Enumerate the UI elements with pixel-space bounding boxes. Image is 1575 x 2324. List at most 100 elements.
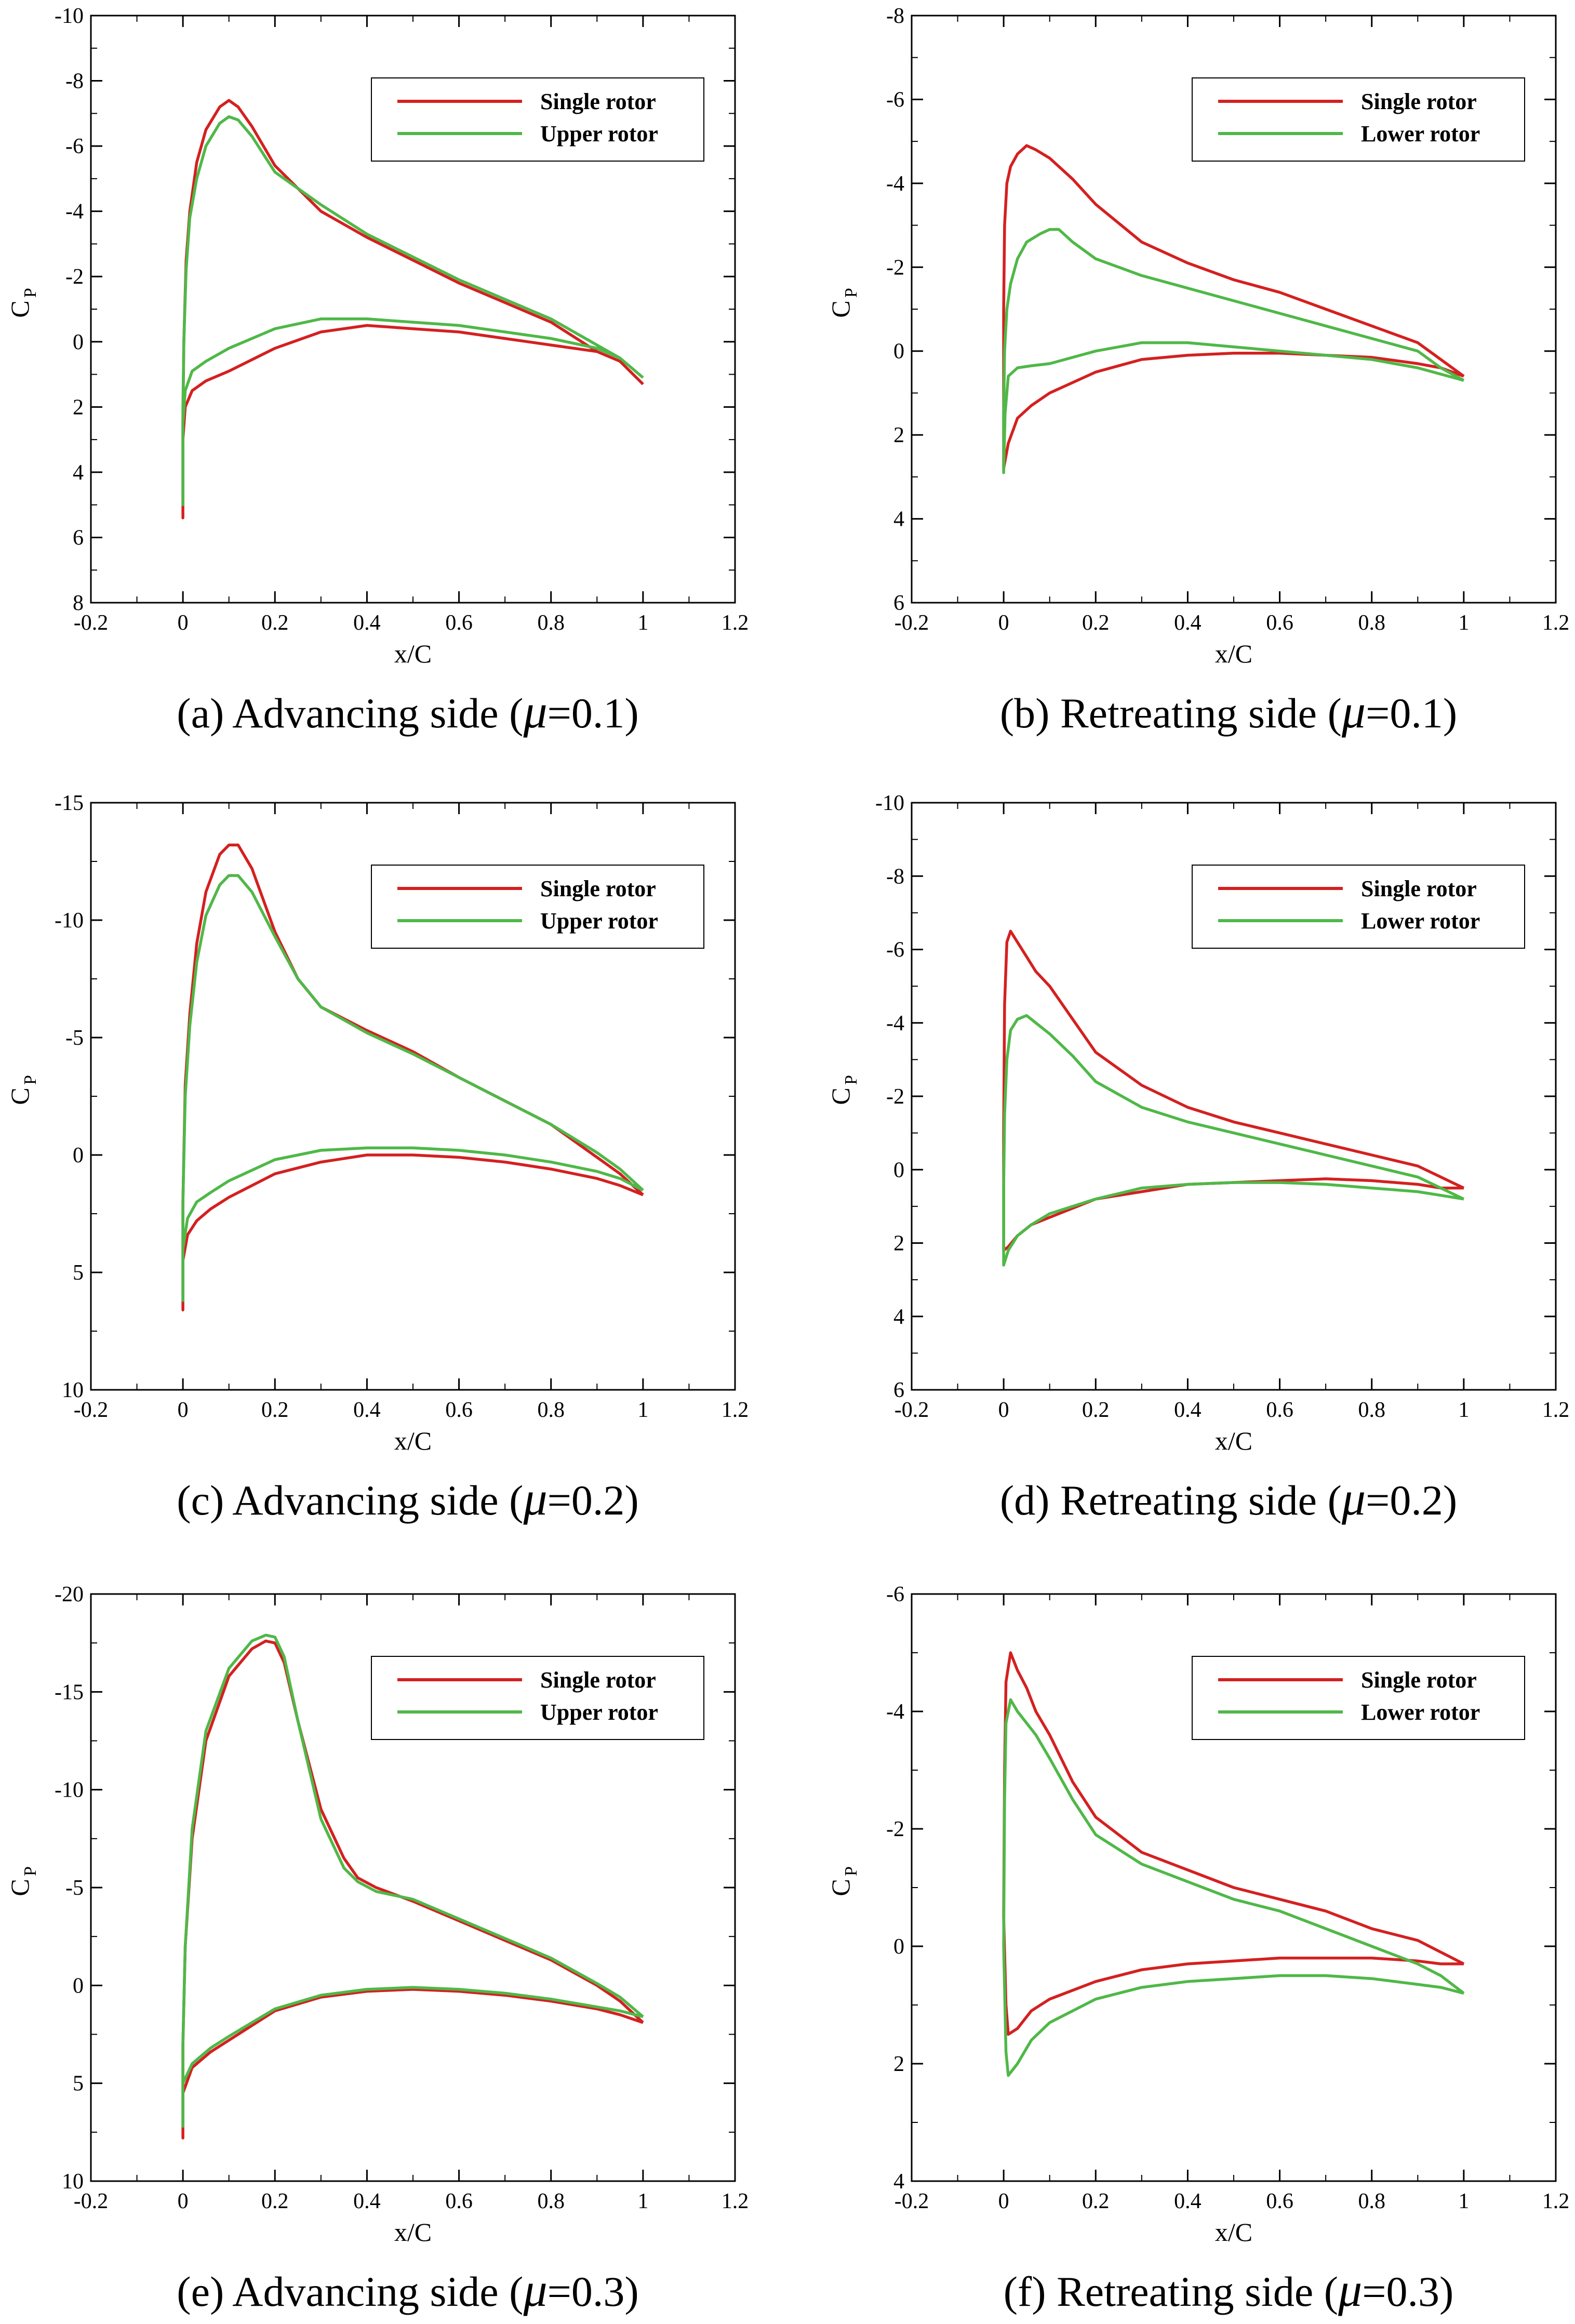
y-axis-label-subscript: P <box>842 1075 861 1085</box>
y-tick-label: -4 <box>886 1700 904 1724</box>
x-tick-label: 1 <box>1458 611 1469 635</box>
x-tick-label: 0.8 <box>1358 611 1385 635</box>
y-tick-label: -6 <box>886 88 904 112</box>
caption-mu-symbol: μ <box>1338 2263 1362 2316</box>
y-tick-label: -8 <box>886 4 904 28</box>
x-tick-label: 1 <box>1458 2189 1469 2213</box>
series-line-upper-rotor <box>181 874 644 1302</box>
legend-entry: Lower rotor <box>1361 908 1480 934</box>
panel-caption: (a) Advancing side (μ=0.1) <box>177 685 638 738</box>
x-tick-label: 0.8 <box>537 2189 565 2213</box>
caption-suffix: =0.2) <box>1366 1477 1457 1524</box>
x-tick-label: 0.2 <box>1082 1398 1110 1422</box>
x-tick-label: 1 <box>1458 1398 1469 1422</box>
x-axis-label: x/C <box>394 2217 432 2247</box>
series-line-lower-rotor <box>1002 228 1465 474</box>
y-tick-label: 0 <box>893 1158 904 1182</box>
x-tick-label: 1.2 <box>722 2189 749 2213</box>
y-tick-label: -10 <box>55 1778 84 1802</box>
legend: Single rotor Lower rotor <box>1192 77 1525 162</box>
y-axis-label-subscript: P <box>21 1075 40 1085</box>
series-line-single-rotor <box>181 99 644 520</box>
y-axis-label-subscript: P <box>842 288 861 298</box>
legend-box <box>371 1656 704 1740</box>
x-axis-label: x/C <box>394 639 432 668</box>
x-tick-label: 0.4 <box>1174 2189 1202 2213</box>
legend: Single rotor Upper rotor <box>371 77 704 162</box>
y-tick-label: -4 <box>886 172 904 196</box>
y-tick-label: -6 <box>886 938 904 962</box>
y-tick-label: 10 <box>62 1378 84 1402</box>
y-tick-label: 5 <box>73 2072 84 2096</box>
caption-suffix: =0.1) <box>548 689 639 737</box>
x-tick-label: 1.2 <box>722 611 749 635</box>
series-line-single-rotor <box>1002 929 1465 1252</box>
y-axis-label-subscript: P <box>21 1866 40 1876</box>
chart-panel-f: -0.2 0 0.2 0.4 0.6 0.8 1 1.2 4 2 0 -2 -4 -6 x/C CP Singl… <box>826 1583 1569 2316</box>
y-tick-label: -5 <box>65 1876 84 1900</box>
y-tick-label: -10 <box>55 909 84 933</box>
y-axis-label-subscript: P <box>21 288 40 298</box>
caption-mu-symbol: μ <box>523 2263 547 2316</box>
caption-mu-symbol: μ <box>523 1472 547 1525</box>
y-tick-label: 8 <box>73 591 84 615</box>
y-tick-label: 2 <box>73 395 84 419</box>
y-tick-label: -15 <box>55 1680 84 1704</box>
x-tick-label: 1.2 <box>722 1398 749 1422</box>
x-tick-label: -0.2 <box>74 1398 109 1422</box>
chart-panel-a: -0.2 0 0.2 0.4 0.6 0.8 1 1.2 8 6 4 2 0 -2 -4 -6 -8 -10 x/C… <box>5 4 749 738</box>
x-tick-label: 0.6 <box>1266 2189 1293 2213</box>
x-tick-label: 0.4 <box>1174 611 1202 635</box>
chart-panel-b: -0.2 0 0.2 0.4 0.6 0.8 1 1.2 6 4 2 0 -2 -4 -6 -8 x/C CP Si… <box>826 4 1569 738</box>
x-tick-label: 0.4 <box>353 2189 381 2213</box>
caption-prefix: (b) Retreating side ( <box>1000 689 1342 737</box>
x-tick-label: 0 <box>998 1398 1009 1422</box>
y-axis-label-group: CP <box>5 1866 40 1896</box>
y-tick-label: 4 <box>893 508 904 532</box>
caption-mu-symbol: μ <box>1341 1472 1366 1525</box>
legend-entry: Lower rotor <box>1361 1699 1480 1725</box>
x-tick-label: 1.2 <box>1542 2189 1570 2213</box>
legend-entry: Single rotor <box>540 1667 656 1693</box>
x-tick-label: 0.4 <box>353 611 381 635</box>
legend-entry: Single rotor <box>1361 89 1477 114</box>
y-tick-label: 4 <box>893 2170 904 2194</box>
y-tick-label: 2 <box>893 1232 904 1256</box>
y-axis-label: C <box>826 1087 855 1105</box>
y-tick-label: 6 <box>893 1378 904 1402</box>
series-line-upper-rotor <box>181 1634 644 2128</box>
x-tick-label: 0 <box>178 611 189 635</box>
caption-suffix: =0.2) <box>548 1477 639 1524</box>
legend-box <box>371 865 704 949</box>
y-tick-label: 4 <box>73 461 84 485</box>
y-tick-label: -2 <box>886 256 904 280</box>
y-axis-label: C <box>826 300 855 317</box>
x-tick-label: 0.6 <box>445 611 473 635</box>
legend: Single rotor Lower rotor <box>1192 865 1525 949</box>
x-tick-label: 0 <box>178 1398 189 1422</box>
x-tick-label: 0.8 <box>537 611 565 635</box>
x-tick-label: 1 <box>637 611 648 635</box>
series-line-upper-rotor <box>181 115 644 507</box>
x-tick-label: 0.8 <box>1358 2189 1385 2213</box>
caption-prefix: (a) Advancing side ( <box>177 689 523 737</box>
caption-suffix: =0.3) <box>1362 2268 1453 2315</box>
panel-caption: (f) Retreating side (μ=0.3) <box>1004 2263 1454 2316</box>
x-tick-label: 0.2 <box>261 1398 289 1422</box>
x-tick-label: 0.8 <box>1358 1398 1385 1422</box>
y-axis-label-group: CP <box>826 288 861 318</box>
x-tick-label: 1.2 <box>1542 1398 1570 1422</box>
x-tick-label: -0.2 <box>895 611 929 635</box>
x-axis-label: x/C <box>1215 1426 1252 1455</box>
y-tick-label: 5 <box>73 1261 84 1285</box>
x-tick-label: 0 <box>998 2189 1009 2213</box>
legend: Single rotor Upper rotor <box>371 865 704 949</box>
y-tick-label: -15 <box>55 791 84 815</box>
y-tick-label: -5 <box>65 1026 84 1050</box>
y-tick-label: -6 <box>886 1583 904 1606</box>
y-tick-label: -10 <box>875 791 904 815</box>
x-tick-label: -0.2 <box>74 2189 109 2213</box>
x-tick-label: 0.4 <box>353 1398 381 1422</box>
x-tick-label: 0.2 <box>1082 611 1110 635</box>
y-tick-label: 0 <box>73 330 84 354</box>
